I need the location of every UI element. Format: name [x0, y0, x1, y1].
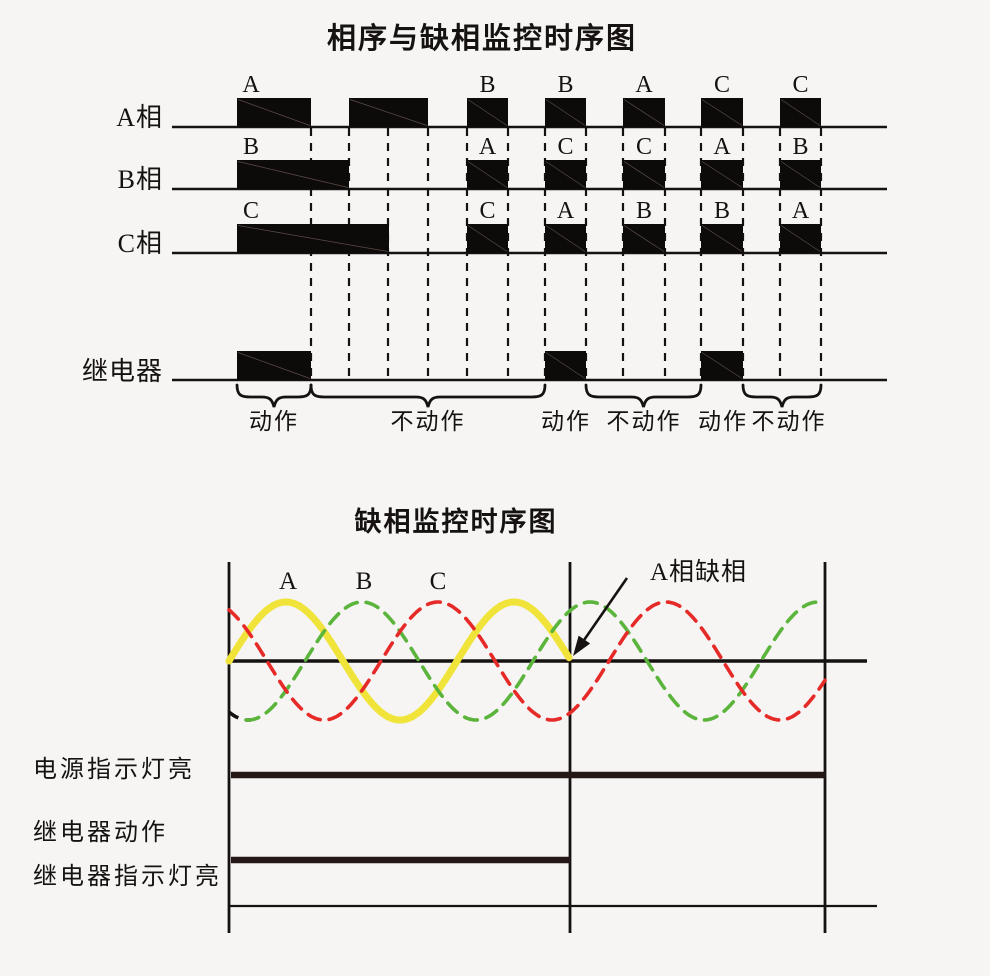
pulse-phase-letter: C [636, 134, 652, 160]
pulse-phase-letter: B [792, 134, 808, 160]
under-brace [584, 383, 703, 408]
pulse-phase-letter: B [636, 198, 652, 224]
pulse-diagonal-hairline [623, 161, 665, 188]
pulse-diagonal-hairline [467, 225, 508, 252]
relay-action-state-label: 动作 [541, 409, 591, 434]
pulse-phase-letter: A [479, 134, 497, 160]
pulse-diagonal-hairline [780, 99, 821, 126]
pulse-diagonal-hairline [701, 352, 743, 379]
under-brace [741, 383, 823, 408]
pulse-diagonal-hairline [780, 225, 821, 252]
pulse-diagonal-hairline [545, 225, 586, 252]
pulse-diagonal-hairline [237, 161, 349, 188]
relay-action-state-label: 不动作 [391, 409, 466, 434]
row-label-phase-c: C相 [117, 229, 163, 258]
pulse-phase-letter: B [714, 198, 730, 224]
under-brace [235, 383, 313, 408]
pulse-diagonal-hairline [237, 352, 311, 379]
annotation-arrow-head [573, 635, 591, 656]
pulse-phase-letter: A [713, 134, 731, 160]
relay-indicator-label: 继电器指示灯亮 [33, 864, 222, 890]
wave-phase-letter: C [430, 568, 447, 595]
row-label-phase-b: B相 [117, 165, 163, 194]
under-brace [309, 383, 547, 408]
wave-phase-letter: B [356, 568, 373, 595]
power-indicator-label: 电源指示灯亮 [33, 757, 195, 783]
pulse-phase-letter: A [242, 72, 260, 98]
pulse-diagonal-hairline [623, 225, 665, 252]
pulse-phase-letter: C [557, 134, 573, 160]
pulse-phase-letter: B [557, 72, 573, 98]
pulse-diagonal-hairline [467, 99, 508, 126]
pulse-phase-letter: B [243, 134, 259, 160]
pulse-phase-letter: A [635, 72, 653, 98]
pulse-phase-letter: A [557, 198, 575, 224]
pulse-diagonal-hairline [545, 99, 586, 126]
relay-action-label: 继电器动作 [33, 820, 168, 846]
relay-action-state-label: 不动作 [752, 409, 827, 434]
phase-wave-a [225, 598, 573, 724]
pulse-diagonal-hairline [545, 161, 586, 188]
pulse-diagonal-hairline [467, 161, 508, 188]
pulse-phase-letter: C [479, 198, 495, 224]
relay-action-state-label: 动作 [698, 409, 748, 434]
pulse-phase-letter: C [714, 72, 730, 98]
pulse-phase-letter: C [792, 72, 808, 98]
relay-action-state-label: 动作 [249, 409, 299, 434]
phase-wave-b [244, 600, 826, 722]
pulse-diagonal-hairline [623, 99, 665, 126]
top-chart-title: 相序与缺相监控时序图 [326, 23, 637, 55]
annotation-arrow-shaft [578, 577, 629, 647]
pulse-diagonal-hairline [701, 225, 743, 252]
pulse-diagonal-hairline [780, 161, 821, 188]
pulse-diagonal-hairline [701, 161, 743, 188]
wave-phase-letter: A [279, 568, 297, 595]
row-label-phase-a: A相 [116, 103, 163, 132]
pulse-phase-letter: A [792, 198, 810, 224]
phase-wave-c [227, 600, 827, 722]
row-label-relay: 继电器 [81, 357, 163, 386]
pulse-diagonal-hairline [237, 99, 311, 126]
phase-loss-annotation: A相缺相 [650, 559, 748, 586]
pulse-diagonal-hairline [349, 99, 428, 126]
pulse-phase-letter: C [243, 198, 259, 224]
pulse-diagonal-hairline [237, 225, 389, 252]
relay-action-state-label: 不动作 [607, 409, 682, 434]
pulse-diagonal-hairline [701, 99, 743, 126]
bottom-chart-title: 缺相监控时序图 [354, 507, 558, 537]
pulse-phase-letter: B [479, 72, 495, 98]
pulse-diagonal-hairline [545, 352, 586, 379]
